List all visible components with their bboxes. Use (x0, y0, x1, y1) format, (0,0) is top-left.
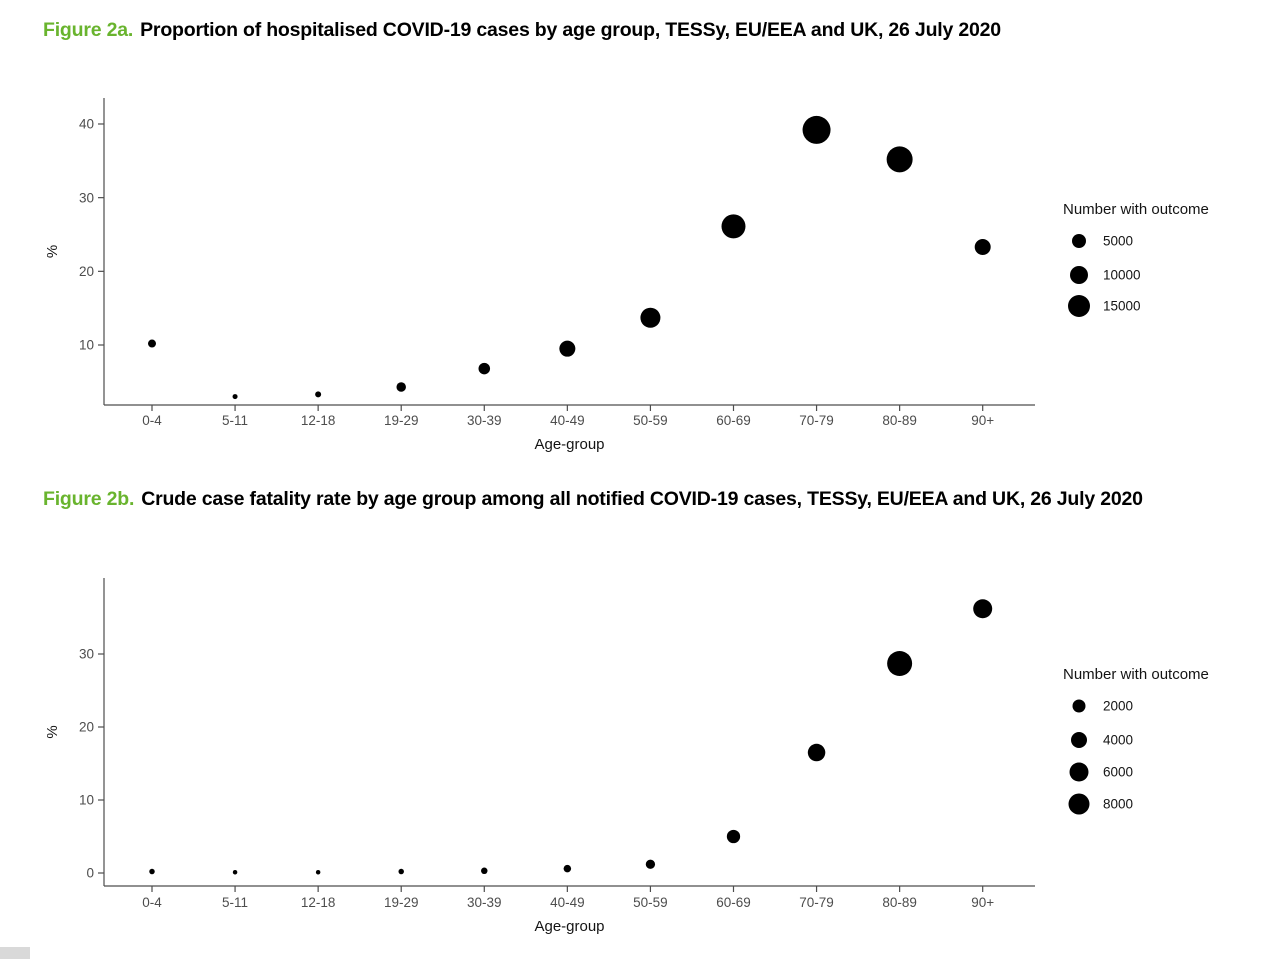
y-tick-label: 0 (86, 866, 94, 881)
legend-size-dot (1068, 295, 1090, 317)
figure-2b-title: Figure 2b. Crude case fatality rate by ag… (43, 486, 1143, 512)
figure-2b-label: Figure 2b. (43, 488, 135, 510)
data-point (315, 870, 321, 875)
figure-2a-chart: 10 20 30 40 0-4 5-11 12-18 19-29 30-39 40-49 50-59… (44, 98, 1209, 453)
data-point (232, 870, 238, 875)
data-point (887, 650, 913, 676)
y-tick-label: 40 (79, 117, 94, 132)
data-point (973, 599, 993, 619)
data-point (398, 868, 404, 875)
page-edge-artifact (0, 947, 30, 959)
x-tick-label: 40-49 (550, 413, 585, 428)
legend-size-dot (1071, 732, 1087, 748)
legend-size-label: 6000 (1103, 765, 1133, 780)
data-point (481, 867, 488, 875)
x-tick-label: 50-59 (633, 413, 668, 428)
data-point (645, 859, 656, 869)
legend-size-label: 2000 (1103, 699, 1133, 714)
legend-title: Number with outcome (1063, 201, 1209, 218)
y-axis-title: % (44, 725, 61, 738)
data-point (886, 146, 913, 173)
y-tick-label: 10 (79, 793, 94, 808)
data-point (232, 394, 238, 400)
data-point (721, 214, 746, 239)
x-axis-title: Age-group (534, 436, 604, 453)
x-tick-label: 50-59 (633, 895, 668, 910)
x-tick-label: 5-11 (222, 413, 248, 428)
y-axis-title: % (44, 245, 61, 258)
x-tick-label: 90+ (971, 413, 994, 428)
data-point (396, 382, 406, 392)
x-tick-label: 19-29 (384, 413, 419, 428)
data-point (807, 743, 826, 762)
figure-2b-chart: 0 10 20 30 0-4 5-11 12-18 19-29 30-39 40-49 50-59 6… (44, 578, 1209, 935)
legend-size-dot (1070, 266, 1088, 284)
data-point (149, 868, 155, 875)
figure-2a-title: Figure 2a. Proportion of hospitalised COV… (43, 17, 1001, 43)
x-tick-label: 19-29 (384, 895, 419, 910)
x-tick-label: 0-4 (142, 413, 162, 428)
legend-size-label: 5000 (1103, 234, 1133, 249)
legend-size-label: 4000 (1103, 733, 1133, 748)
x-tick-label: 40-49 (550, 895, 585, 910)
x-tick-label: 30-39 (467, 413, 502, 428)
data-point (563, 864, 572, 873)
x-tick-label: 0-4 (142, 895, 162, 910)
legend-size-label: 10000 (1103, 268, 1141, 283)
x-tick-label: 80-89 (882, 413, 917, 428)
legend-size-dot (1069, 762, 1089, 782)
legend-title: Number with outcome (1063, 666, 1209, 683)
data-point (148, 339, 156, 348)
y-tick-label: 30 (79, 190, 94, 205)
figure-2a-title-text: Proportion of hospitalised COVID-19 case… (140, 19, 1001, 41)
x-tick-label: 30-39 (467, 895, 502, 910)
y-tick-label: 20 (79, 264, 94, 279)
x-tick-label: 12-18 (301, 413, 336, 428)
data-point (640, 307, 661, 328)
legend-size-dot (1072, 234, 1086, 248)
figure-2a-label: Figure 2a. (43, 19, 134, 41)
x-tick-label: 12-18 (301, 895, 336, 910)
data-point (726, 829, 741, 844)
x-tick-label: 70-79 (799, 413, 834, 428)
data-point (802, 115, 831, 144)
legend-size-label: 8000 (1103, 797, 1133, 812)
figure-2b-title-text: Crude case fatality rate by age group am… (141, 488, 1143, 510)
x-tick-label: 80-89 (882, 895, 917, 910)
data-point (478, 362, 491, 375)
data-point (974, 239, 991, 256)
legend-size-label: 15000 (1103, 299, 1141, 314)
y-tick-label: 30 (79, 647, 94, 662)
x-tick-label: 60-69 (716, 895, 751, 910)
x-tick-label: 5-11 (222, 895, 248, 910)
legend-size-dot (1068, 793, 1090, 815)
data-point (315, 391, 322, 398)
x-tick-label: 90+ (971, 895, 994, 910)
y-tick-label: 20 (79, 720, 94, 735)
data-point (559, 340, 576, 357)
x-tick-label: 60-69 (716, 413, 751, 428)
legend-size-dot (1072, 699, 1086, 713)
x-axis-title: Age-group (534, 918, 604, 935)
y-tick-label: 10 (79, 338, 94, 353)
x-tick-label: 70-79 (799, 895, 834, 910)
